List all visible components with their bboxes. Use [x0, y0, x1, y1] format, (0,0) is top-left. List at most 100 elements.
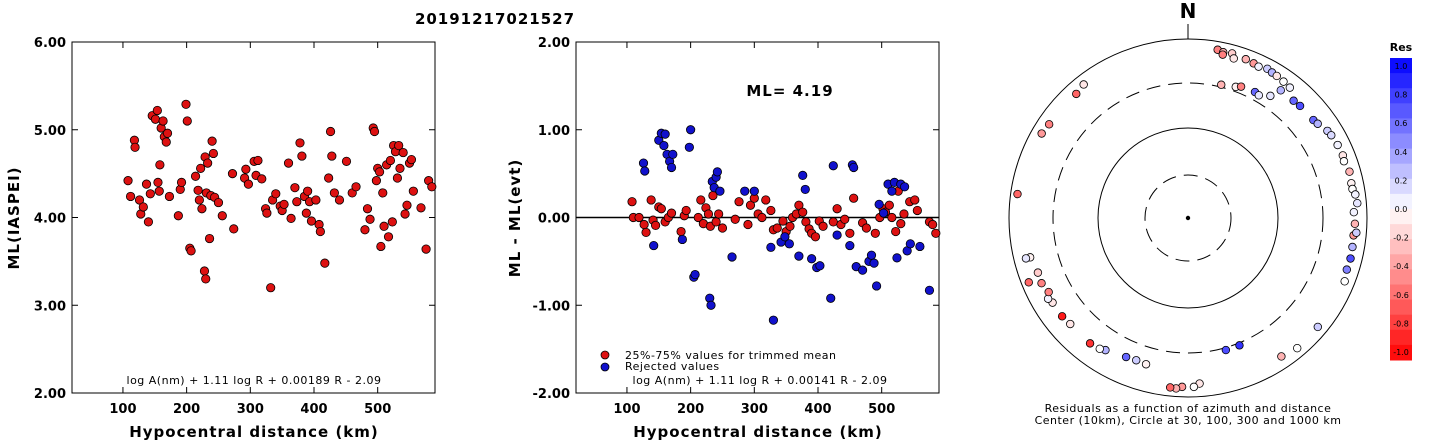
- ml-point: [152, 105, 162, 116]
- left-xtick-label: 100: [109, 402, 136, 417]
- ml-point: [271, 189, 281, 199]
- middle-xtick-label: 200: [677, 402, 704, 417]
- rejected-point: [659, 140, 669, 151]
- colorbar-tick-label: 0.4: [1395, 148, 1408, 157]
- accepted-point: [912, 205, 922, 216]
- ml-point: [392, 173, 403, 183]
- residual-point: [1079, 80, 1088, 89]
- accepted-point: [891, 226, 901, 237]
- accepted-point: [676, 226, 686, 237]
- colorbar-cell: [1390, 224, 1412, 240]
- rejected-point: [866, 250, 877, 260]
- ml-point: [360, 225, 370, 235]
- colorbar-cells: [1390, 58, 1412, 361]
- accepted-point: [681, 205, 691, 216]
- residual-point: [1024, 278, 1033, 287]
- residual-point: [1095, 344, 1104, 354]
- accepted-point: [711, 217, 721, 227]
- colorbar-cell: [1390, 73, 1412, 89]
- middle-xtick-label: 500: [868, 402, 895, 417]
- colorbar-tick-label: 0.0: [1395, 205, 1408, 214]
- residual-point: [1013, 189, 1022, 199]
- residual-point: [1165, 383, 1175, 392]
- middle-ytick-label: -2.00: [533, 387, 570, 402]
- accepted-point: [772, 223, 782, 233]
- accepted-point: [910, 195, 920, 205]
- residual-point: [1313, 322, 1323, 332]
- ml-point: [408, 186, 418, 196]
- ml-point: [394, 140, 404, 151]
- accepted-point: [818, 221, 828, 231]
- ml-point: [306, 216, 317, 226]
- ml-point: [311, 195, 321, 205]
- polar-panel: N Residuals as a function of azimuth and…: [1008, 0, 1368, 427]
- rejected-point: [740, 186, 750, 196]
- ml-point: [301, 208, 311, 218]
- accepted-point: [714, 209, 724, 219]
- ml-point: [315, 226, 325, 237]
- ml-point: [173, 211, 183, 221]
- residual-point: [1339, 157, 1349, 166]
- accepted-point: [734, 197, 744, 207]
- residual-point: [1121, 352, 1131, 362]
- accepted-point: [810, 232, 821, 242]
- residual-point: [1085, 339, 1095, 348]
- left-ytick-label: 4.00: [34, 212, 66, 227]
- accepted-point: [646, 195, 656, 205]
- ml-point: [161, 137, 171, 147]
- accepted-point: [794, 200, 804, 210]
- accepted-point: [870, 228, 880, 238]
- left-ylabel: ML(IASPEI): [5, 166, 23, 269]
- residual-point: [1217, 80, 1226, 89]
- rejected-point: [869, 258, 879, 268]
- rejected-point: [800, 184, 810, 195]
- rejected-point: [878, 208, 889, 218]
- ml-point: [327, 151, 337, 161]
- colorbar-cell: [1390, 314, 1412, 331]
- colorbar-cell: [1390, 163, 1412, 180]
- colorbar-cell: [1390, 269, 1412, 285]
- colorbar-cell: [1390, 344, 1412, 361]
- ml-point: [329, 188, 339, 198]
- middle-xtick-label: 100: [613, 402, 640, 417]
- ml-point: [196, 163, 206, 173]
- accepted-point: [757, 212, 767, 223]
- rejected-point: [715, 186, 725, 196]
- ml-point: [286, 213, 296, 223]
- ml-point: [379, 221, 389, 231]
- rejected-point: [640, 166, 650, 176]
- ml-point: [378, 188, 388, 198]
- rejected-point: [887, 186, 897, 196]
- accepted-point: [627, 197, 637, 207]
- accepted-point: [766, 205, 776, 216]
- ml-point: [217, 211, 227, 221]
- middle-panel: 100 200 300 400 500 2.00 1.00 0.00 -1.00 -2.00 ML…: [506, 36, 941, 441]
- rejected-point: [638, 158, 649, 168]
- colorbar-tick-label: 0.6: [1395, 119, 1408, 128]
- ml-point: [385, 155, 396, 166]
- ml-point: [150, 114, 161, 124]
- legend-rejected-marker: [600, 362, 610, 372]
- ml-point: [213, 197, 224, 208]
- colorbar-cell: [1390, 118, 1412, 134]
- residual-point: [1279, 77, 1288, 86]
- ml-point: [158, 116, 168, 126]
- accepted-point: [634, 212, 644, 223]
- ml-point: [362, 204, 373, 214]
- colorbar-tick-label: -1.0: [1393, 348, 1409, 357]
- residual-point: [1352, 228, 1361, 237]
- accepted-point: [861, 223, 872, 233]
- ml-point: [207, 136, 217, 146]
- residual-point: [1295, 101, 1305, 111]
- residual-point: [1221, 345, 1231, 355]
- colorbar-tick-label: -0.2: [1393, 234, 1409, 243]
- left-xtick-label: 500: [364, 402, 391, 417]
- accepted-point: [745, 200, 756, 210]
- rejected-point: [666, 162, 677, 173]
- ml-point: [398, 147, 408, 158]
- ml-point: [427, 182, 437, 192]
- residual-point: [1057, 312, 1067, 321]
- accepted-point: [896, 219, 906, 229]
- left-ytick-label: 6.00: [34, 36, 66, 51]
- ml-point: [176, 177, 187, 187]
